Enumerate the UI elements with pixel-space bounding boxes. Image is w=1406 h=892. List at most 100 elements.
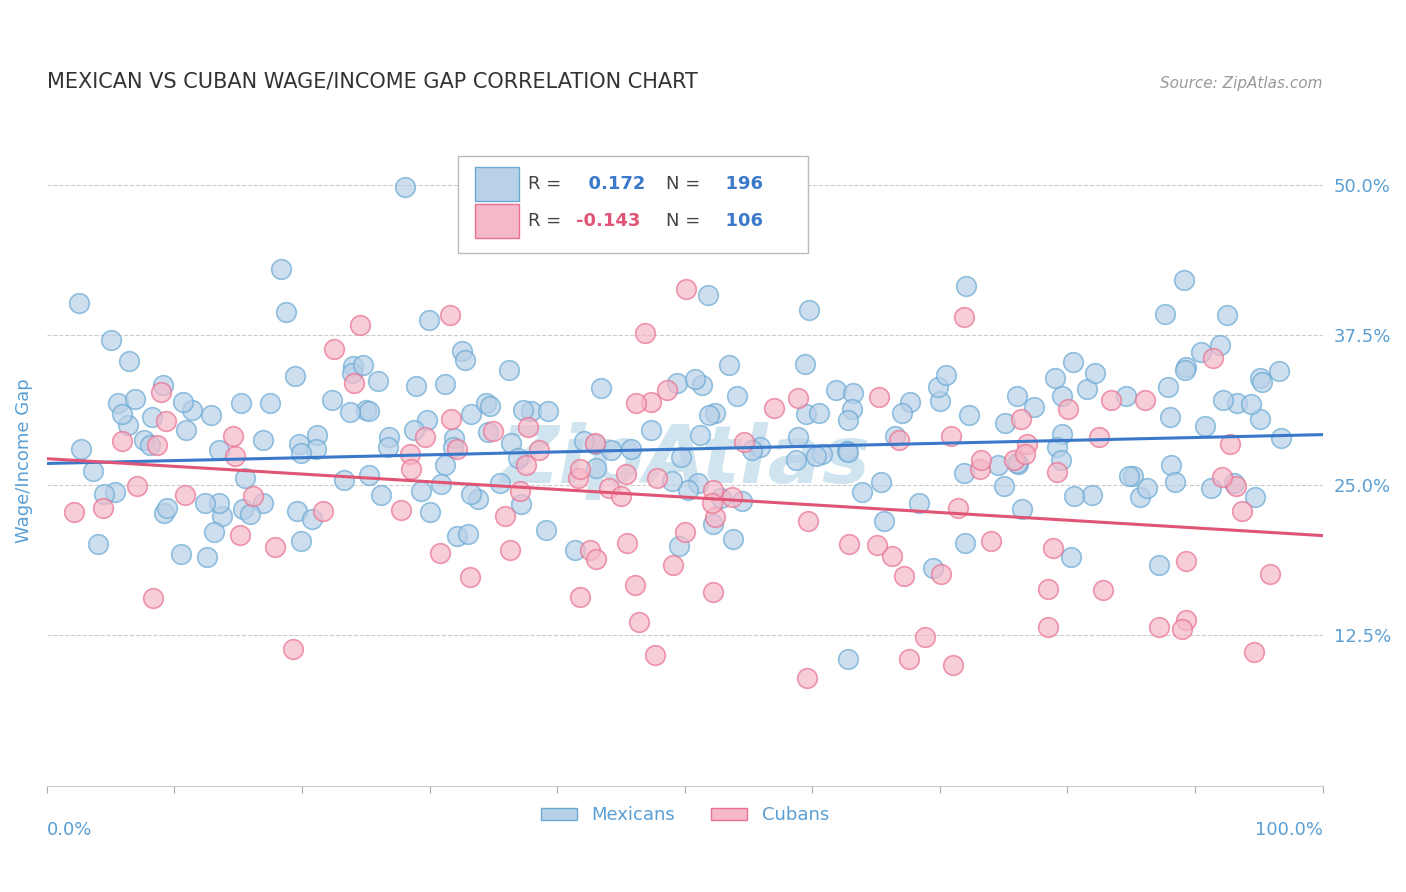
Point	[1244, 490, 1267, 504]
Point	[1005, 457, 1028, 471]
Point	[339, 405, 361, 419]
Point	[600, 442, 623, 457]
Point	[352, 358, 374, 372]
Point	[498, 363, 520, 377]
Point	[450, 343, 472, 358]
Point	[837, 413, 859, 427]
Point	[155, 414, 177, 428]
Point	[63, 505, 86, 519]
Point	[838, 537, 860, 551]
Point	[416, 413, 439, 427]
Point	[430, 477, 453, 491]
Point	[980, 533, 1002, 548]
Point	[1045, 440, 1067, 454]
Point	[1219, 437, 1241, 451]
Point	[929, 567, 952, 582]
Point	[1036, 582, 1059, 596]
Text: Source: ZipAtlas.com: Source: ZipAtlas.com	[1160, 76, 1323, 91]
Point	[357, 403, 380, 417]
Point	[176, 424, 198, 438]
Point	[869, 475, 891, 489]
Point	[1136, 481, 1159, 495]
Point	[283, 642, 305, 657]
Point	[211, 508, 233, 523]
Point	[1164, 475, 1187, 490]
Text: 106: 106	[713, 212, 763, 230]
Point	[429, 546, 451, 560]
Point	[475, 396, 498, 410]
Point	[242, 489, 264, 503]
Point	[676, 483, 699, 497]
Point	[1268, 364, 1291, 378]
Point	[534, 523, 557, 537]
Text: 196: 196	[713, 175, 763, 193]
Point	[454, 352, 477, 367]
Text: N =: N =	[665, 175, 700, 193]
Point	[439, 412, 461, 426]
Point	[118, 354, 141, 368]
Point	[284, 368, 307, 383]
Point	[585, 552, 607, 566]
Point	[948, 501, 970, 516]
Point	[953, 467, 976, 481]
Point	[1002, 453, 1025, 467]
Point	[290, 446, 312, 460]
Point	[1014, 447, 1036, 461]
Point	[389, 502, 412, 516]
Point	[696, 288, 718, 302]
Point	[141, 409, 163, 424]
Point	[1226, 396, 1249, 410]
Point	[787, 391, 810, 405]
Point	[1270, 432, 1292, 446]
Point	[1251, 376, 1274, 390]
Point	[152, 506, 174, 520]
Point	[578, 543, 600, 558]
Point	[458, 570, 481, 584]
Legend: Mexicans, Cubans: Mexicans, Cubans	[533, 799, 837, 831]
Point	[517, 420, 540, 434]
Point	[614, 467, 637, 481]
Point	[479, 399, 502, 413]
Point	[252, 434, 274, 448]
Point	[741, 442, 763, 457]
Point	[103, 484, 125, 499]
Point	[703, 509, 725, 524]
Point	[229, 395, 252, 409]
Point	[232, 501, 254, 516]
Point	[837, 444, 859, 458]
Point	[117, 418, 139, 433]
Point	[1157, 380, 1180, 394]
Point	[1202, 351, 1225, 366]
Text: -0.143: -0.143	[576, 212, 641, 230]
Point	[935, 368, 957, 382]
Text: N =: N =	[665, 212, 700, 230]
Point	[794, 407, 817, 421]
Point	[1216, 308, 1239, 322]
Point	[233, 471, 256, 485]
Point	[132, 433, 155, 447]
Point	[343, 376, 366, 390]
Point	[202, 524, 225, 539]
Point	[67, 296, 90, 310]
Point	[270, 261, 292, 276]
Point	[1243, 645, 1265, 659]
Point	[645, 470, 668, 484]
Point	[1159, 409, 1181, 424]
FancyBboxPatch shape	[475, 168, 519, 201]
Point	[377, 440, 399, 454]
Point	[1017, 436, 1039, 450]
Point	[305, 442, 328, 456]
Point	[969, 462, 991, 476]
Text: ZipAtlas: ZipAtlas	[499, 422, 870, 500]
Point	[1189, 345, 1212, 359]
Point	[702, 516, 724, 531]
Point	[340, 367, 363, 381]
Point	[357, 467, 380, 482]
Point	[785, 452, 807, 467]
Point	[1087, 430, 1109, 444]
Point	[439, 308, 461, 322]
Point	[824, 384, 846, 398]
Point	[957, 409, 980, 423]
Point	[837, 652, 859, 666]
Point	[441, 440, 464, 454]
